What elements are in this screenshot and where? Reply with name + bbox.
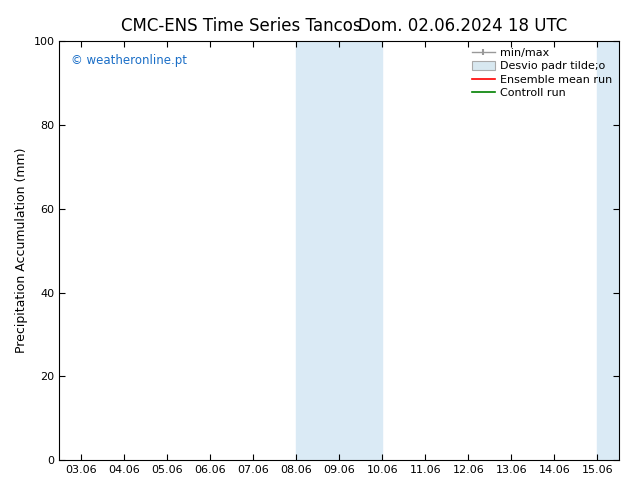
Bar [597,41,619,460]
Text: Dom. 02.06.2024 18 UTC: Dom. 02.06.2024 18 UTC [358,17,567,35]
Text: © weatheronline.pt: © weatheronline.pt [70,53,186,67]
Y-axis label: Precipitation Accumulation (mm): Precipitation Accumulation (mm) [15,148,28,353]
Text: CMC-ENS Time Series Tancos: CMC-ENS Time Series Tancos [120,17,361,35]
Bar [296,41,382,460]
Legend: min/max, Desvio padr tilde;o, Ensemble mean run, Controll run: min/max, Desvio padr tilde;o, Ensemble m… [468,43,617,102]
